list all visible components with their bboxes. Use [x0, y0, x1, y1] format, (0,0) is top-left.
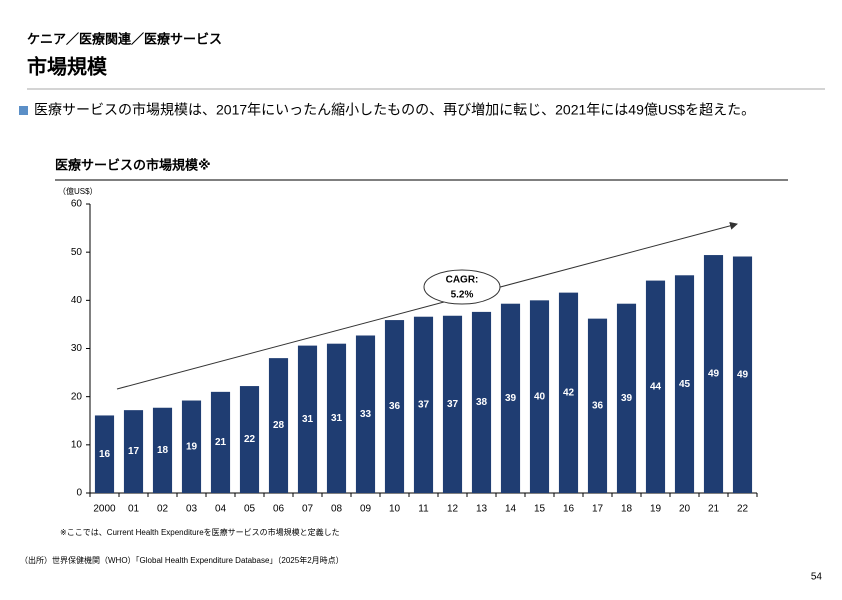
value-label: 37: [418, 399, 430, 410]
plot: 0 10 20 30 40 50 60 2000 16 01 17 02 18 03 19 04 21 05 22 0…: [71, 199, 758, 515]
bar: [471, 311, 492, 493]
bar: [384, 320, 405, 493]
bar: [645, 280, 666, 493]
value-label: 49: [708, 369, 720, 380]
bar: [442, 315, 463, 493]
x-tick-label: 05: [244, 504, 256, 515]
footnote: ※ここでは、Current Health Expenditureを医療サービスの…: [60, 527, 340, 537]
bar: [326, 343, 347, 493]
x-tick-label: 14: [505, 504, 517, 515]
y-tick-label: 20: [71, 391, 83, 402]
x-tick-label: 08: [331, 504, 343, 515]
x-tick-label: 18: [621, 504, 633, 515]
x-tick-label: 22: [737, 504, 749, 515]
value-label: 33: [360, 409, 372, 420]
bar: [181, 400, 202, 493]
y-tick-label: 60: [71, 199, 83, 210]
x-tick-label: 09: [360, 504, 372, 515]
bar: [152, 407, 173, 493]
x-tick-label: 11: [418, 504, 429, 515]
source: （出所）世界保健機関（WHO）「Global Health Expenditur…: [20, 555, 344, 565]
x-tick-label: 03: [186, 504, 198, 515]
bar: [732, 256, 753, 493]
x-tick-label: 02: [157, 504, 169, 515]
page-number: 54: [811, 572, 823, 583]
bar: [355, 335, 376, 493]
y-tick-label: 40: [71, 295, 83, 306]
value-label: 18: [157, 445, 169, 456]
bar: [413, 316, 434, 493]
y-tick-label: 10: [71, 439, 83, 450]
bar: [268, 358, 289, 493]
x-tick-label: 20: [679, 504, 691, 515]
value-label: 21: [215, 437, 227, 448]
x-tick-label: 12: [447, 504, 459, 515]
bar: [674, 275, 695, 493]
bar: [703, 255, 724, 493]
x-tick-label: 17: [592, 504, 604, 515]
value-label: 44: [650, 381, 662, 392]
x-tick-label: 07: [302, 504, 314, 515]
value-label: 40: [534, 391, 546, 402]
value-label: 31: [331, 413, 343, 424]
trend-arrow: [116, 221, 738, 390]
page-title: 市場規模: [27, 54, 108, 78]
value-label: 16: [99, 449, 111, 460]
value-label: 45: [679, 379, 691, 390]
cagr-value: 5.2%: [451, 290, 474, 301]
cagr-bubble: [423, 269, 501, 305]
value-label: 36: [592, 400, 604, 411]
x-tick-label: 15: [534, 504, 546, 515]
y-tick-label: 30: [71, 343, 83, 354]
value-label: 49: [737, 369, 749, 380]
bar: [210, 391, 231, 493]
x-tick-label: 04: [215, 504, 227, 515]
value-label: 39: [505, 393, 517, 404]
x-tick-label: 10: [389, 504, 401, 515]
x-tick-label: 13: [476, 504, 488, 515]
bar: [123, 410, 144, 493]
x-tick-label: 21: [708, 504, 720, 515]
value-label: 19: [186, 441, 198, 452]
y-tick-label: 0: [76, 488, 82, 499]
bar: [239, 386, 260, 493]
x-tick-label: 06: [273, 504, 285, 515]
x-tick-label: 19: [650, 504, 662, 515]
value-label: 36: [389, 401, 401, 412]
bar: [500, 303, 521, 493]
value-label: 31: [302, 414, 314, 425]
value-label: 38: [476, 397, 488, 408]
cagr-label: CAGR:: [446, 275, 479, 286]
breadcrumb: ケニア／医療関連／医療サービス: [27, 31, 222, 46]
chart-title: 医療サービスの市場規模※: [55, 157, 211, 172]
bar: [529, 300, 550, 493]
bar: [94, 415, 115, 493]
bar: [616, 303, 637, 493]
bullet-text: 医療サービスの市場規模は、2017年にいったん縮小したものの、再び増加に転じ、2…: [34, 102, 755, 118]
x-tick-label: 2000: [93, 504, 116, 515]
value-label: 39: [621, 393, 633, 404]
bar: [558, 292, 579, 493]
value-label: 22: [244, 434, 256, 445]
value-label: 37: [447, 399, 459, 410]
x-tick-label: 16: [563, 504, 575, 515]
x-tick-label: 01: [128, 504, 140, 515]
value-label: 28: [273, 420, 285, 431]
unit-label: （億US$）: [58, 186, 98, 196]
value-label: 17: [128, 446, 140, 457]
bar: [587, 318, 608, 493]
value-label: 42: [563, 387, 575, 398]
bullet-marker: [19, 106, 28, 115]
bar: [297, 345, 318, 493]
y-tick-label: 50: [71, 247, 83, 258]
